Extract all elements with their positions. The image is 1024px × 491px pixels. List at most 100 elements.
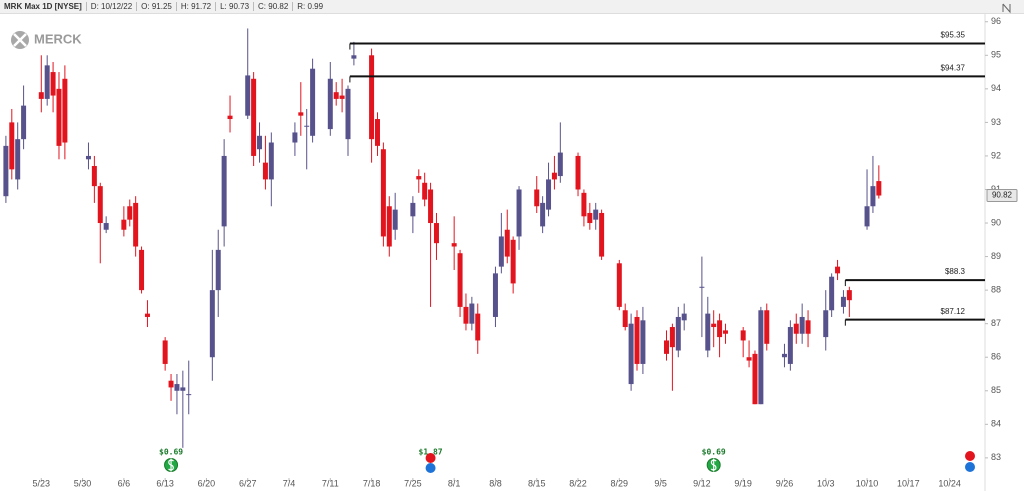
candle-body <box>428 189 434 224</box>
candle <box>746 340 752 368</box>
candle <box>616 259 622 311</box>
candle <box>392 192 398 240</box>
candle-body <box>599 212 605 257</box>
candle-body <box>139 249 145 291</box>
candle <box>758 306 764 405</box>
candle <box>245 28 251 120</box>
x-tick-label: 10/10 <box>856 478 879 488</box>
candle-body <box>416 176 422 180</box>
candle <box>292 122 298 156</box>
y-tick-label: 91 <box>991 184 1001 194</box>
x-tick-label: 9/5 <box>654 478 667 488</box>
candle-body <box>292 132 298 143</box>
candle-body <box>699 286 705 288</box>
candle-body <box>174 384 180 391</box>
candle <box>840 290 846 314</box>
x-tick-label: 7/25 <box>404 478 422 488</box>
candle-body <box>38 92 44 99</box>
candle-body <box>793 323 799 334</box>
candle <box>469 296 475 331</box>
candle <box>787 320 793 371</box>
candle <box>304 108 310 170</box>
candle-body <box>451 243 457 247</box>
candle-body <box>133 202 139 247</box>
upcoming-earnings-icon <box>965 451 975 472</box>
candle <box>38 55 44 113</box>
candle-body <box>351 55 357 59</box>
event-dividend: $0.69 <box>702 448 726 472</box>
candle <box>557 122 563 183</box>
x-tick-label: 8/29 <box>611 478 629 488</box>
candle <box>416 169 422 193</box>
logo-mark <box>11 31 29 49</box>
candle-body <box>575 155 581 190</box>
candle-body <box>457 253 463 307</box>
y-tick-label: 83 <box>991 452 1001 462</box>
candle <box>504 209 510 264</box>
candle-body <box>221 155 227 227</box>
candle-body <box>634 316 640 364</box>
candle-body <box>540 202 546 227</box>
candle <box>3 135 9 203</box>
dividend-glyph <box>710 458 717 472</box>
candle-body <box>669 327 675 348</box>
candle <box>310 58 316 143</box>
event-dividend: $0.69 <box>159 448 183 472</box>
candle <box>823 290 829 351</box>
candle-body <box>823 310 829 338</box>
candle <box>162 337 168 371</box>
candle-body <box>380 149 386 237</box>
candle-body <box>475 313 481 341</box>
candle-body <box>551 172 557 180</box>
candle-body <box>410 202 416 217</box>
candle <box>262 135 268 190</box>
candle <box>215 229 221 317</box>
candle-body <box>180 387 186 391</box>
candle-body <box>262 162 268 180</box>
candle-body <box>616 263 622 307</box>
candle <box>463 293 469 331</box>
candle-body <box>711 323 717 328</box>
candle-body <box>764 310 770 344</box>
candle <box>121 206 127 237</box>
candle-body <box>144 313 150 317</box>
x-tick-label: 6/6 <box>118 478 131 488</box>
candle-body <box>127 206 133 220</box>
candle-body <box>469 303 475 324</box>
candle <box>15 122 21 190</box>
candle-body <box>9 122 15 170</box>
logo: MERCK <box>34 31 82 46</box>
candle <box>410 196 416 234</box>
header-bar: MRK Max 1D [NYSE] D: 10/12/22 O: 91.25 H: 9… <box>0 0 1024 14</box>
event-label: $1.87 <box>419 448 443 457</box>
candle-body <box>374 119 380 146</box>
candle-body <box>463 306 469 324</box>
candle <box>510 236 516 294</box>
candle <box>793 313 799 344</box>
candle-body <box>168 380 174 388</box>
candle <box>717 313 723 358</box>
candle <box>835 259 841 281</box>
candle-body <box>186 394 192 396</box>
candle <box>587 202 593 230</box>
candle-body <box>640 320 646 364</box>
x-tick-label: 7/4 <box>283 478 296 488</box>
candle-body <box>310 68 316 136</box>
candle <box>433 212 439 260</box>
candle-body <box>864 206 870 227</box>
candle-body <box>840 296 846 307</box>
candle <box>705 296 711 358</box>
y-tick-label: 92 <box>991 150 1001 160</box>
candle-body <box>50 72 56 96</box>
candle <box>186 360 192 415</box>
x-tick-label: 10/17 <box>897 478 920 488</box>
candle <box>56 72 62 160</box>
x-tick-label: 6/13 <box>156 478 174 488</box>
candle-body <box>705 313 711 351</box>
candle-body <box>746 357 752 361</box>
candle <box>634 310 640 371</box>
candle <box>575 152 581 197</box>
level-label: $88.3 <box>945 267 966 276</box>
